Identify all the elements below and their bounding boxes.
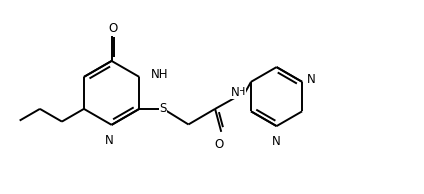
Text: N: N [231, 86, 240, 99]
Text: N: N [105, 134, 114, 147]
Text: O: O [109, 23, 118, 36]
Text: O: O [215, 138, 224, 151]
Text: H: H [237, 87, 245, 97]
Text: N: N [272, 135, 281, 148]
Text: NH: NH [151, 68, 168, 81]
Text: S: S [159, 102, 167, 115]
Text: N: N [307, 73, 316, 86]
